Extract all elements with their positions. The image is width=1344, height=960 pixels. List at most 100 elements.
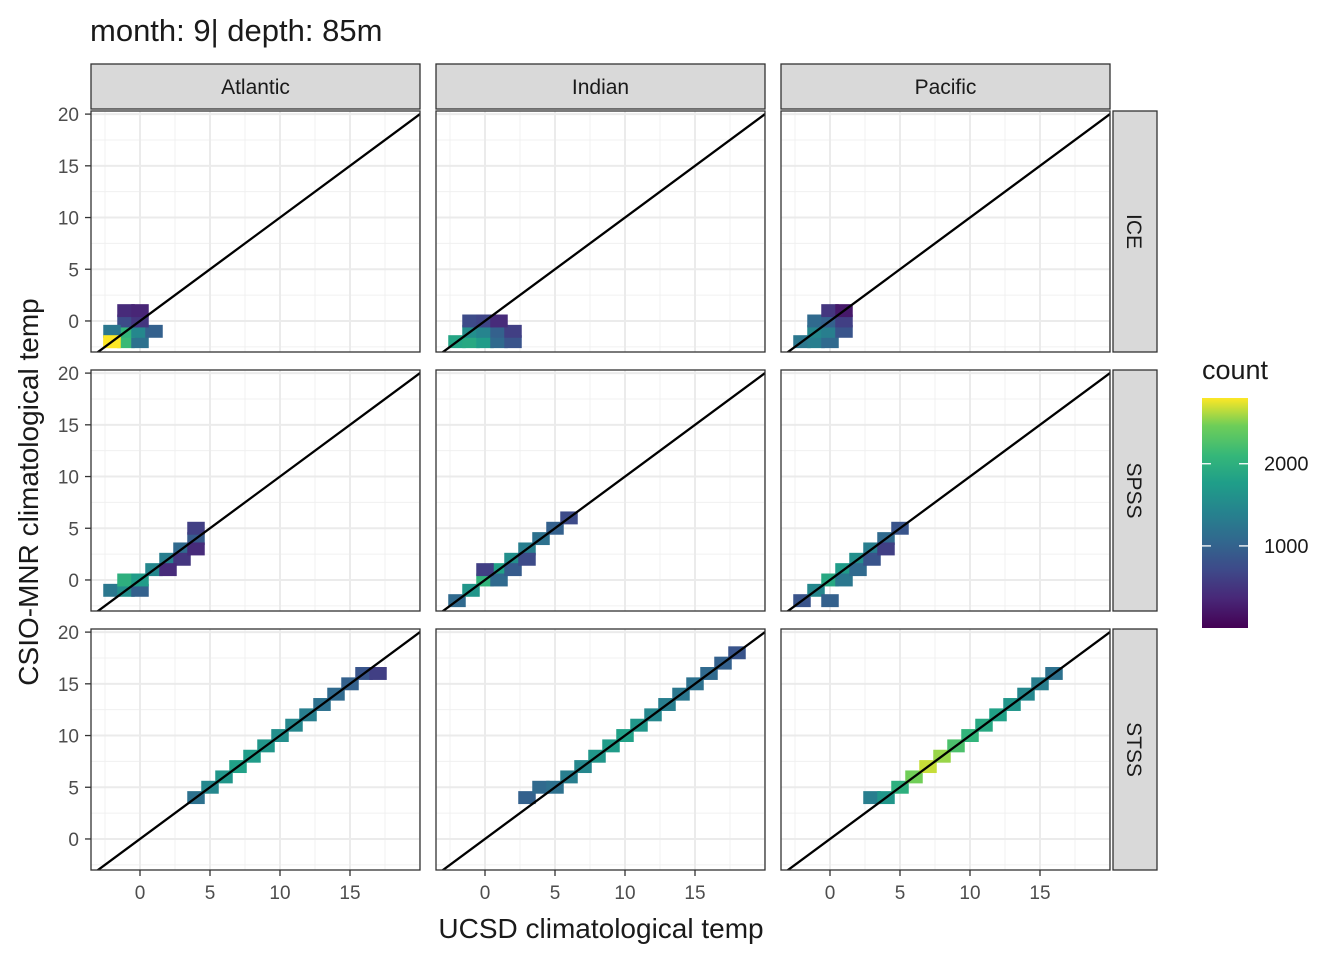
y-tick-label: 15 bbox=[58, 157, 79, 178]
x-tick-label: 10 bbox=[959, 883, 980, 904]
panel-indian-ice bbox=[435, 110, 766, 353]
y-tick-label: 5 bbox=[68, 260, 79, 281]
x-tick-label: 10 bbox=[614, 883, 635, 904]
heatmap-bin bbox=[490, 314, 508, 328]
heatmap-bin bbox=[863, 552, 881, 566]
legend-tick-label: 2000 bbox=[1264, 454, 1309, 476]
panel-border bbox=[780, 628, 1111, 871]
panel-pacific-stss bbox=[780, 628, 1111, 871]
heatmap-bin bbox=[504, 324, 522, 338]
facet-label-spss: SPSS bbox=[1122, 462, 1145, 518]
y-tick-label: 0 bbox=[68, 830, 79, 851]
panel-border bbox=[435, 628, 766, 871]
x-tick-label: 15 bbox=[339, 883, 360, 904]
heatmap-bin bbox=[117, 573, 135, 587]
facet-strip-ice bbox=[1112, 110, 1158, 353]
heatmap-bin bbox=[117, 335, 135, 349]
heatmap-bin bbox=[117, 314, 135, 328]
heatmap-bin bbox=[187, 521, 205, 535]
panel-indian-stss bbox=[435, 628, 766, 871]
heatmap-bin bbox=[877, 542, 895, 556]
y-tick-label: 10 bbox=[58, 209, 79, 230]
x-tick-label: 0 bbox=[480, 883, 491, 904]
y-tick-label: 20 bbox=[58, 623, 79, 644]
facet-strip-indian bbox=[435, 63, 766, 110]
color-legend: count 1000 2000 bbox=[1202, 355, 1309, 628]
panel-border bbox=[780, 369, 1111, 612]
heatmap-bin bbox=[835, 324, 853, 338]
facet-label-pacific: Pacific bbox=[915, 76, 977, 99]
x-tick-label: 5 bbox=[895, 883, 906, 904]
heatmap-bin bbox=[504, 335, 522, 349]
legend-title: count bbox=[1202, 355, 1269, 385]
x-tick-label: 15 bbox=[1029, 883, 1050, 904]
y-tick-label: 5 bbox=[68, 778, 79, 799]
heatmap-bin bbox=[476, 335, 494, 349]
heatmap-bin bbox=[518, 552, 536, 566]
y-tick-label: 20 bbox=[58, 364, 79, 385]
panel-border bbox=[90, 110, 421, 353]
heatmap-bin bbox=[807, 314, 825, 328]
heatmap-bin bbox=[476, 563, 494, 577]
reference-line bbox=[786, 372, 1110, 611]
facet-panels: Atlantic Indian Pacific ICE SPSS STSS 0 5 10 15 0 5… bbox=[58, 63, 1158, 904]
heatmap-bin bbox=[187, 542, 205, 556]
x-axis-label: UCSD climatological temp bbox=[438, 913, 763, 944]
x-tick-label: 5 bbox=[205, 883, 216, 904]
panel-border bbox=[435, 110, 766, 353]
reference-line bbox=[441, 631, 765, 870]
y-axis-label: CSIO-MNR climatological temp bbox=[13, 298, 44, 685]
chart-title: month: 9| depth: 85m bbox=[90, 13, 382, 48]
legend-tick-label: 1000 bbox=[1264, 536, 1309, 558]
panel-indian-spss bbox=[435, 369, 766, 612]
heatmap-bin bbox=[103, 324, 121, 338]
panel-atlantic-ice bbox=[90, 110, 421, 353]
heatmap-bin bbox=[490, 324, 508, 338]
y-tick-label: 10 bbox=[58, 468, 79, 489]
heatmap-bin bbox=[821, 304, 839, 318]
heatmap-bin bbox=[462, 335, 480, 349]
heatmap-bin bbox=[131, 324, 149, 338]
heatmap-bin bbox=[821, 594, 839, 608]
heatmap-bin bbox=[821, 335, 839, 349]
panel-border bbox=[90, 369, 421, 612]
facet-strip-spss bbox=[1112, 369, 1158, 612]
y-tick-label: 15 bbox=[58, 416, 79, 437]
y-tick-label: 0 bbox=[68, 571, 79, 592]
reference-line bbox=[96, 113, 420, 352]
reference-line bbox=[96, 631, 420, 870]
facet-label-ice: ICE bbox=[1122, 214, 1145, 249]
facet-label-stss: STSS bbox=[1122, 722, 1145, 777]
reference-line bbox=[786, 113, 1110, 352]
heatmap-bin bbox=[159, 563, 177, 577]
y-tick-label: 0 bbox=[68, 312, 79, 333]
heatmap-bin bbox=[476, 324, 494, 338]
heatmap-bin bbox=[117, 304, 135, 318]
heatmap-bin bbox=[490, 573, 508, 587]
heatmap-bin bbox=[462, 314, 480, 328]
panel-pacific-ice bbox=[780, 110, 1111, 353]
heatmap-bin bbox=[863, 791, 881, 805]
heatmap-bin bbox=[131, 583, 149, 597]
facet-strip-stss bbox=[1112, 628, 1158, 871]
x-tick-label: 0 bbox=[135, 883, 146, 904]
heatmap-bin bbox=[131, 304, 149, 318]
facet-strip-atlantic bbox=[90, 63, 421, 110]
heatmap-bin bbox=[518, 791, 536, 805]
x-tick-label: 5 bbox=[550, 883, 561, 904]
facet-strip-pacific bbox=[780, 63, 1111, 110]
heatmap-bin bbox=[532, 780, 550, 794]
heatmap-bin bbox=[835, 314, 853, 328]
heatmap-bin bbox=[145, 324, 163, 338]
reference-line bbox=[441, 372, 765, 611]
heatmap-bin bbox=[131, 335, 149, 349]
x-tick-label: 10 bbox=[269, 883, 290, 904]
reference-line bbox=[441, 113, 765, 352]
y-tick-label: 10 bbox=[58, 727, 79, 748]
heatmap-bin bbox=[821, 324, 839, 338]
y-tick-label: 5 bbox=[68, 519, 79, 540]
panel-background bbox=[436, 111, 765, 352]
heatmap-bin bbox=[490, 335, 508, 349]
reference-line bbox=[96, 372, 420, 611]
